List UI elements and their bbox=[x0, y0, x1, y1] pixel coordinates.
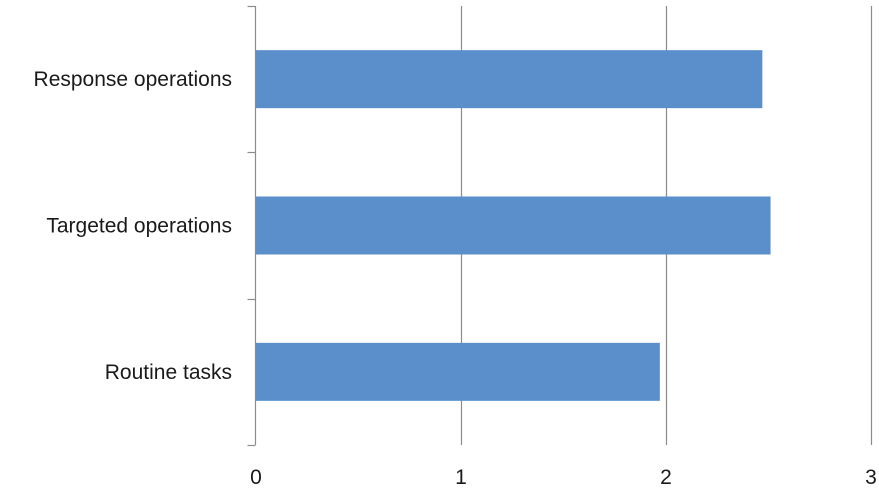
bar-response-operations bbox=[256, 50, 763, 109]
x-tick-label: 1 bbox=[455, 466, 467, 489]
axes-layer bbox=[247, 5, 257, 447]
category-label: Routine tasks bbox=[105, 361, 232, 384]
bars-layer bbox=[256, 50, 771, 401]
bar-routine-tasks bbox=[256, 342, 660, 401]
bar-targeted-operations bbox=[256, 196, 771, 255]
labels-layer: Response operations Targeted operations Ro… bbox=[34, 68, 877, 489]
x-tick-label: 2 bbox=[660, 466, 672, 489]
category-label: Response operations bbox=[34, 68, 232, 91]
x-tick-label: 3 bbox=[865, 466, 877, 489]
category-label: Targeted operations bbox=[46, 215, 232, 238]
x-tick-label: 0 bbox=[250, 466, 262, 489]
